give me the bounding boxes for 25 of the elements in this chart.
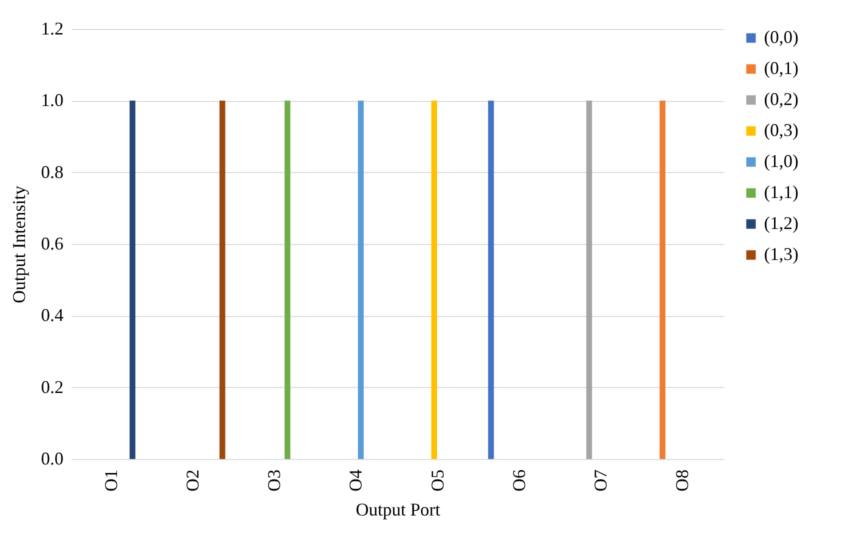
y-tick-label: 1.0: [41, 90, 64, 110]
x-tick-label: O8: [672, 470, 692, 492]
y-tick-label: 0.8: [41, 162, 64, 182]
legend-label: (1,3): [764, 244, 798, 264]
x-tick-label: O6: [508, 470, 529, 492]
y-tick-label: 0.2: [41, 376, 64, 397]
legend-label: (0,1): [764, 58, 798, 78]
legend-label: (0,3): [764, 120, 798, 140]
legend-label: (1,0): [764, 151, 798, 171]
x-axis-title: Output Port: [356, 500, 440, 520]
x-tick-label: O2: [182, 470, 202, 492]
legend-label: (1,2): [764, 213, 798, 233]
x-tick-label: O1: [100, 470, 121, 492]
x-tick-label: O3: [264, 470, 284, 492]
legend-label: (1,1): [764, 182, 798, 202]
y-axis-title: Output Intensity: [9, 186, 29, 304]
x-tick-label: O4: [346, 470, 366, 492]
y-tick-label: 0.6: [41, 234, 64, 254]
x-tick-label: O5: [427, 470, 448, 492]
y-tick-label: 1.2: [41, 18, 64, 38]
x-tick-label: O7: [590, 470, 611, 492]
y-tick-label: 0.0: [41, 448, 64, 468]
legend-label: (0,0): [764, 27, 798, 47]
y-tick-label: 0.4: [41, 305, 64, 326]
legend-label: (0,2): [764, 89, 798, 109]
